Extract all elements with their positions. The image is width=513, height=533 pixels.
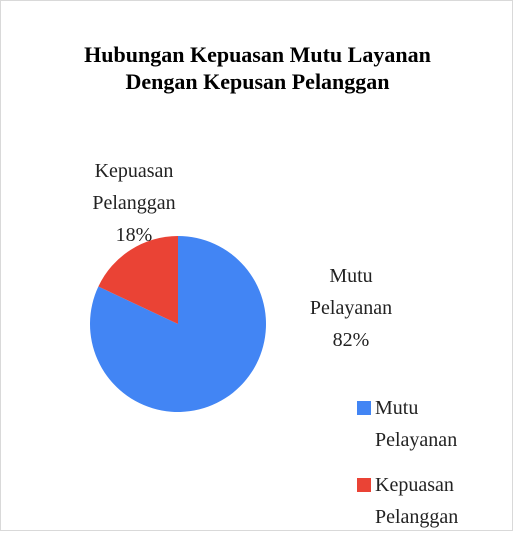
data-label: Mutu Pelayanan 82% xyxy=(286,260,416,356)
legend-item: Kepuasan Pelanggan xyxy=(357,469,495,533)
legend-label: Kepuasan Pelanggan xyxy=(375,474,459,528)
legend-swatch xyxy=(357,478,371,492)
legend-item: Mutu Pelayanan xyxy=(357,392,495,456)
data-label-name: Mutu Pelayanan xyxy=(309,265,393,319)
pie-slice xyxy=(98,236,178,324)
legend-label: Mutu Pelayanan xyxy=(375,397,458,451)
data-label-value: 18% xyxy=(115,224,153,246)
data-label-name: Kepuasan Pelanggan xyxy=(92,160,176,214)
legend-swatch xyxy=(357,401,371,415)
data-label: Kepuasan Pelanggan 18% xyxy=(69,155,199,251)
data-label-value: 82% xyxy=(332,329,370,351)
chart-title: Hubungan Kepuasan Mutu Layanan Dengan Ke… xyxy=(84,42,431,94)
